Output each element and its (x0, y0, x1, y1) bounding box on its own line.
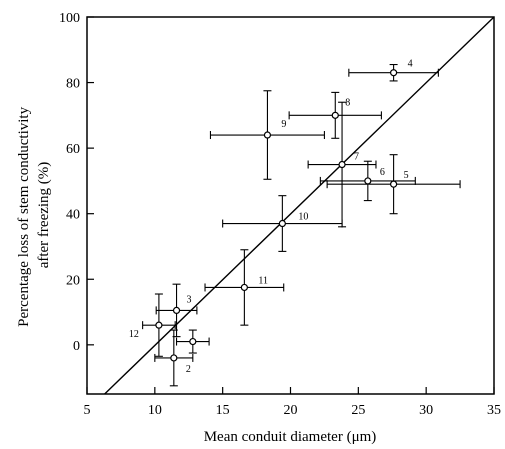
data-point-4: 4 (348, 59, 439, 82)
point-marker (338, 160, 346, 169)
data-point-6: 6 (319, 160, 416, 202)
y-tick-label: 20 (66, 273, 80, 288)
plot-frame (86, 16, 495, 395)
x-tick-label: 35 (487, 403, 501, 418)
y-tick-label: 100 (59, 11, 80, 26)
y-tick-label: 60 (66, 142, 80, 157)
data-point-2: 2 (154, 329, 194, 387)
point-label: 12 (129, 329, 139, 340)
data-point-8: 8 (288, 91, 382, 139)
point-marker (170, 354, 178, 362)
point-marker (155, 321, 163, 329)
x-tick-label: 20 (284, 403, 298, 418)
point-label: 2 (186, 364, 191, 375)
point-label: 6 (380, 167, 385, 178)
x-tick-label: 10 (148, 403, 162, 418)
point-label: 7 (354, 152, 359, 163)
y-tick-label: 80 (66, 77, 80, 92)
point-marker (390, 69, 398, 77)
plot-area: 2 3 4 5 6 7 8 9 10 11 12 (86, 16, 495, 395)
data-point-7: 7 (307, 101, 377, 228)
point-marker (278, 219, 286, 228)
point-label: 11 (258, 275, 268, 286)
point-marker (390, 180, 398, 188)
point-marker (189, 337, 197, 346)
point-marker (331, 111, 339, 119)
x-axis-title: Mean conduit diameter (μm) (204, 429, 377, 445)
point-label: 10 (298, 212, 308, 223)
data-point-9: 9 (209, 90, 325, 180)
y-axis-title: Percentage loss of stem conductivity aft… (16, 103, 52, 327)
point-marker (172, 306, 181, 315)
point-marker (364, 177, 372, 185)
x-tick-label: 15 (216, 403, 230, 418)
y-tick-label: 0 (73, 339, 80, 354)
x-tick-label: 30 (419, 403, 433, 418)
point-label: 3 (187, 294, 192, 305)
point-marker (240, 283, 248, 292)
data-point-3: 3 (155, 283, 198, 338)
y-tick-label: 40 (66, 208, 80, 223)
point-label: 9 (281, 119, 286, 130)
point-label: 5 (404, 170, 409, 181)
x-tick-label: 5 (84, 403, 91, 418)
data-point-10: 10 (222, 195, 343, 252)
point-label: 4 (408, 59, 413, 70)
data-point-1 (175, 329, 210, 354)
point-label: 8 (345, 97, 350, 108)
data-point-5: 5 (326, 154, 461, 215)
y-axis-title-line-1: Percentage loss of stem conductivity (16, 106, 32, 326)
data-point-11: 11 (204, 249, 285, 326)
y-axis-title-line-2: after freezing (%) (36, 162, 52, 269)
data-point-12: 12 (129, 293, 176, 357)
x-tick-label: 25 (351, 403, 365, 418)
regression-line (104, 16, 495, 395)
point-marker (263, 131, 272, 139)
